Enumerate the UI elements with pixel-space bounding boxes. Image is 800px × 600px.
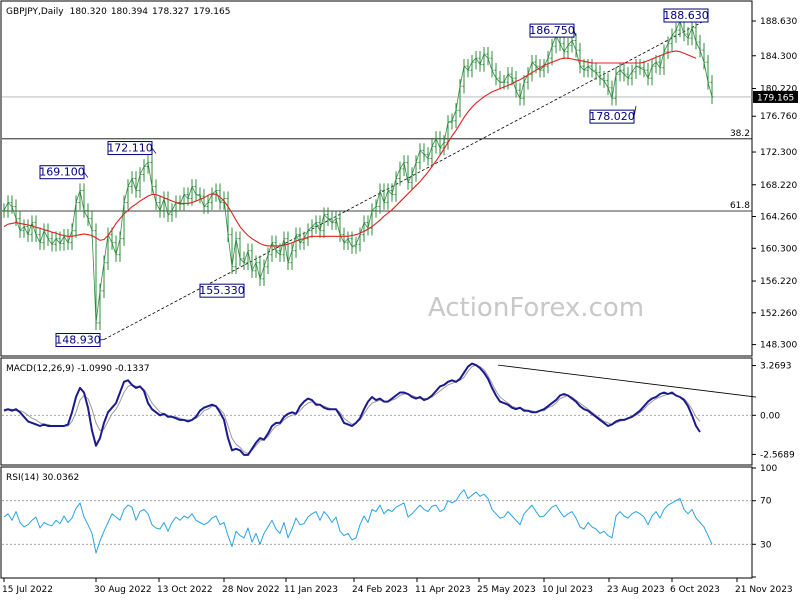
price-close-line [3,20,713,324]
macd-title: MACD(12,26,9) -1.0990 -0.1337 [6,364,150,374]
x-tick-label: 28 Nov 2022 [222,585,280,595]
x-tick-label: 24 Feb 2023 [352,585,408,595]
macd-layer [2,362,757,456]
x-tick-label: 30 Aug 2022 [94,585,152,595]
macd-line [3,362,701,456]
last-price-label: 179.165 [757,93,794,103]
price-tick-label: 168.220 [760,181,797,191]
annotation-box [663,8,709,23]
price-tick-label: 152.260 [760,309,797,319]
x-tick-label: 13 Oct 2022 [157,585,213,595]
annotation-box [529,23,575,38]
annotation-label: 172.110 [107,142,153,155]
price-title: GBPJPY,Daily 180.320 180.394 178.327 179.165 [6,7,230,17]
annotation-label: 186.750 [529,24,575,37]
x-tick-label: 21 Nov 2023 [735,585,793,595]
price-tick-label: 160.300 [760,244,797,254]
rsi-layer [2,489,752,554]
annotation-leader [83,171,89,178]
rsi-panel-frame [0,466,753,579]
price-tick-label: 184.300 [760,52,797,62]
macd-panel-frame [0,357,753,466]
annotation-label: 178.020 [589,110,635,123]
x-tick-label: 15 Jul 2022 [2,585,53,595]
axis-layer: 188.630 184.300 180.220 176.760 172.300 168.2… [2,17,798,595]
rsi-tick-label: 70 [760,497,772,507]
rsi-title: RSI(14) 30.0362 [6,473,79,483]
price-tick-label: 180.220 [760,84,797,94]
x-tick-label: 6 Oct 2023 [670,585,720,595]
annotation-box [39,165,85,180]
price-trendline [103,20,705,340]
price-tick-label: 172.300 [760,148,797,158]
annotation-box [199,283,245,298]
last-price-badge [753,90,798,103]
price-layer: 38.2 61.8 188.630 186.750 178.020 172.110 169.… [2,8,752,348]
annotation-box [107,141,153,156]
x-tick-label: 10 Jul 2023 [542,585,593,595]
macd-tick-label: -2.5689 [760,450,795,460]
watermark: ActionForex.com [428,293,644,323]
x-tick-label: 25 May 2023 [477,585,536,595]
fib-level-label: 38.2 [730,129,750,139]
macd-trendline [497,364,757,398]
annotation-box [589,109,635,124]
macd-tick-label: 3.2693 [760,362,792,372]
macd-signal-line [4,364,701,454]
macd-tick-label: 0.00 [760,411,780,421]
annotation-label: 148.930 [55,334,101,347]
annotation-box [55,333,101,348]
price-tick-label: 148.300 [760,341,797,351]
rsi-tick-label: 100 [760,464,777,474]
annotation-label: 169.100 [39,166,85,179]
x-tick-label: 11 Apr 2023 [415,585,471,595]
price-panel-frame [0,0,753,357]
moving-average-line [3,50,697,247]
fib-level-label: 61.8 [730,201,750,211]
rsi-line [3,489,713,554]
rsi-tick-label: 30 [760,540,772,550]
annotation-label: 188.630 [663,9,709,22]
annotation-leader [151,147,157,154]
price-tick-label: 188.630 [760,17,797,27]
price-tick-label: 164.260 [760,213,797,223]
price-tick-label: 156.220 [760,277,797,287]
x-tick-label: 23 Aug 2023 [607,585,665,595]
x-tick-label: 11 Jan 2023 [284,585,338,595]
annotation-leader [99,339,105,341]
price-tick-label: 176.760 [760,112,797,122]
annotation-label: 155.330 [199,284,245,297]
